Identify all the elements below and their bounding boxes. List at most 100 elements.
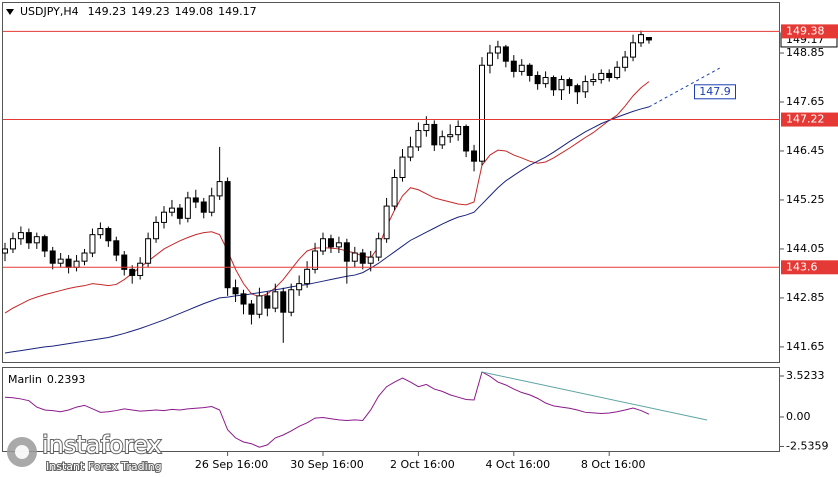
candle-body (57, 258, 64, 264)
candle-body (439, 136, 446, 146)
candle-body (431, 123, 438, 146)
candle-body (129, 268, 136, 276)
y-tick-label: 144.05 (786, 242, 825, 255)
candle-body (304, 268, 311, 285)
watermark-brand: instaforex (42, 431, 162, 459)
trendline (481, 371, 708, 421)
candle-body (224, 181, 231, 289)
candle-body (168, 207, 175, 213)
candle-body (415, 130, 422, 148)
x-tick-label: 8 Oct 16:00 (581, 458, 646, 471)
candle-body (216, 181, 223, 197)
candle-body (41, 236, 48, 252)
candle-body (391, 177, 398, 207)
candle-body (121, 254, 128, 270)
candle-body (9, 238, 16, 250)
oscillator-value: 0.2393 (47, 373, 86, 386)
logo-icon-inner (15, 445, 29, 459)
candle-body (25, 232, 32, 244)
y-tick-label: 0.00 (786, 410, 811, 423)
x-tick-label: 4 Oct 16:00 (485, 458, 550, 471)
candle-body (622, 56, 629, 68)
candle-body (518, 64, 525, 72)
y-tick-label: 3.5233 (786, 369, 825, 382)
candle-body (256, 295, 263, 315)
candle-body (327, 238, 334, 248)
candle-body (176, 207, 183, 219)
candle-body (566, 79, 573, 87)
candle-body (65, 258, 72, 268)
candle-body (407, 146, 414, 158)
candle-body (582, 81, 589, 93)
candle-body (471, 150, 478, 162)
candle-body (399, 156, 406, 179)
moving-average (4, 106, 650, 354)
candle-body (288, 289, 295, 313)
candle-body (558, 79, 565, 91)
y-tick-label: 142.85 (786, 291, 825, 304)
watermark-tagline: Instant Forex Trading (46, 460, 162, 473)
projection-label-box (694, 84, 736, 100)
candle-body (598, 72, 605, 81)
y-tick-label: 147.65 (786, 95, 825, 108)
candle-body (630, 42, 637, 58)
candle-body (351, 252, 358, 262)
candle-body (486, 52, 493, 66)
candle-body (312, 250, 319, 270)
candle-body (383, 205, 390, 240)
candle-body (208, 195, 215, 213)
candle-body (645, 37, 652, 41)
y-tick-label: 141.65 (786, 340, 825, 353)
candle-body (232, 287, 239, 295)
candle-body (479, 64, 485, 162)
y-tick-label: -2.5359 (786, 439, 828, 452)
candle-body (542, 77, 549, 85)
candle-body (145, 238, 152, 264)
candle-body (494, 46, 501, 54)
candle-body (200, 201, 207, 213)
candle-body (526, 64, 533, 76)
candle-body (17, 232, 24, 240)
candle-body (113, 240, 120, 256)
candle-body (614, 66, 621, 79)
header-ohlc-value: 149.17 (218, 5, 257, 18)
candle-body (248, 303, 255, 315)
header-ohlc-value: 149.23 (88, 5, 127, 18)
candle-body (606, 72, 613, 79)
header-ohlc-value: 149.23 (131, 5, 170, 18)
candle-body (638, 34, 644, 44)
candle-body (343, 242, 350, 262)
candle-body (502, 46, 509, 62)
candle-body (153, 221, 160, 240)
candle-body (359, 252, 366, 264)
candle-body (33, 236, 40, 244)
candle-body (574, 85, 581, 93)
candle-body (137, 262, 144, 276)
main-panel-frame (2, 2, 780, 363)
menu-triangle (6, 9, 14, 15)
projection-label: 147.9 (699, 85, 731, 98)
candle-body (105, 228, 112, 242)
candle-body (534, 74, 541, 85)
x-tick-label: 30 Sep 16:00 (290, 458, 363, 471)
candle-body (240, 293, 247, 305)
y-tick-label: 146.45 (786, 144, 825, 157)
candle-body (590, 79, 597, 83)
candle-body (375, 238, 382, 258)
level-label-box (781, 112, 838, 127)
candle-body (264, 295, 271, 309)
candle-body (510, 60, 517, 72)
header-ohlc-value: 149.08 (175, 5, 214, 18)
projection-line (648, 67, 720, 108)
candle-body (97, 228, 104, 236)
candle-body (192, 197, 199, 203)
y-tick-label: 145.25 (786, 193, 825, 206)
candle-body (89, 234, 96, 254)
candle-body (49, 250, 56, 264)
candle-body (161, 211, 167, 223)
level-label-box (781, 260, 838, 275)
level-label: 143.6 (786, 260, 818, 273)
